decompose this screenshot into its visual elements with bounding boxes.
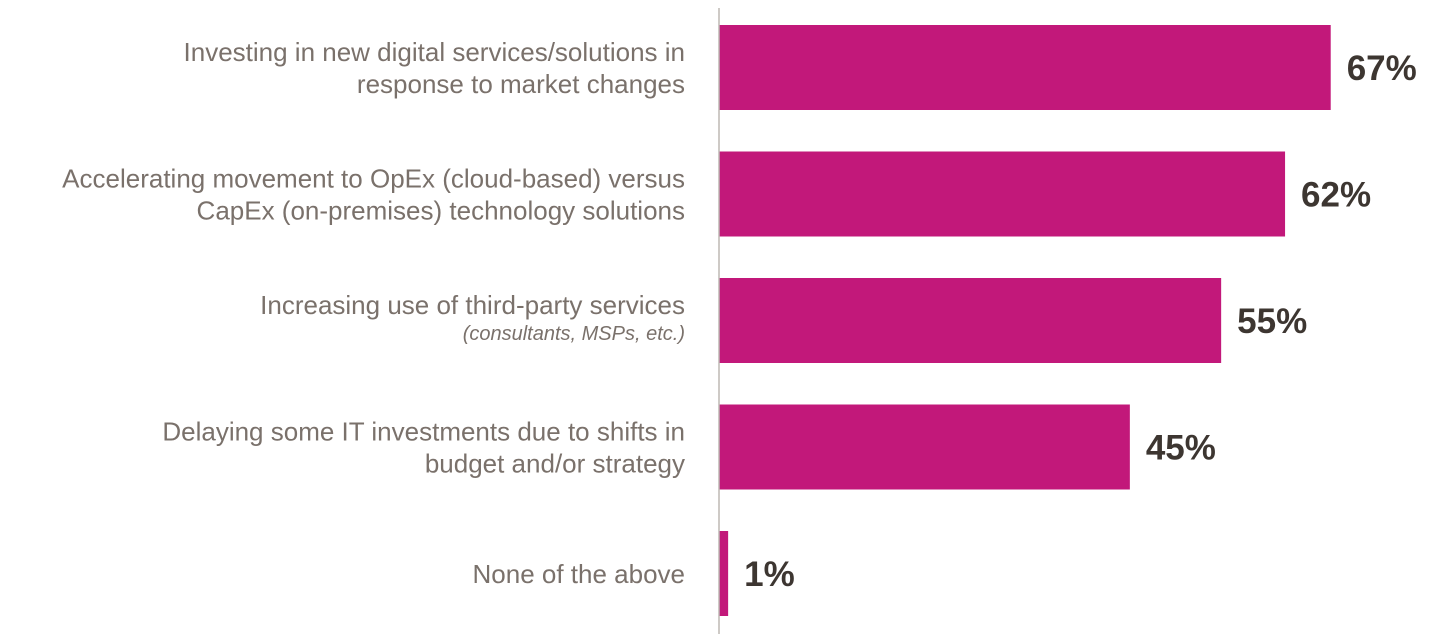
value-label: 1% (744, 555, 795, 594)
category-label: Delaying some IT investments due to shif… (162, 416, 685, 446)
bar (719, 531, 729, 616)
value-label: 62% (1301, 176, 1371, 215)
category-label: Increasing use of third-party services (260, 290, 685, 320)
category-label: None of the above (473, 559, 686, 589)
bar (719, 25, 1331, 110)
category-label: Investing in new digital services/soluti… (184, 37, 685, 67)
category-label: Accelerating movement to OpEx (cloud-bas… (62, 163, 685, 193)
value-label: 55% (1237, 302, 1307, 341)
category-label: budget and/or strategy (425, 448, 685, 478)
category-label: response to market changes (357, 69, 685, 99)
value-label: 67% (1347, 49, 1417, 88)
value-labels-group: 67% 62% 55% 45% 1% (744, 49, 1417, 594)
category-sublabel: (consultants, MSPs, etc.) (463, 323, 685, 345)
category-label: CapEx (on-premises) technology solutions (197, 195, 685, 225)
bar (719, 151, 1286, 237)
bar (719, 404, 1130, 490)
bars-group (719, 25, 1331, 616)
category-labels-group: Investing in new digital services/soluti… (62, 37, 685, 589)
bar (719, 278, 1222, 363)
value-label: 45% (1146, 429, 1216, 468)
